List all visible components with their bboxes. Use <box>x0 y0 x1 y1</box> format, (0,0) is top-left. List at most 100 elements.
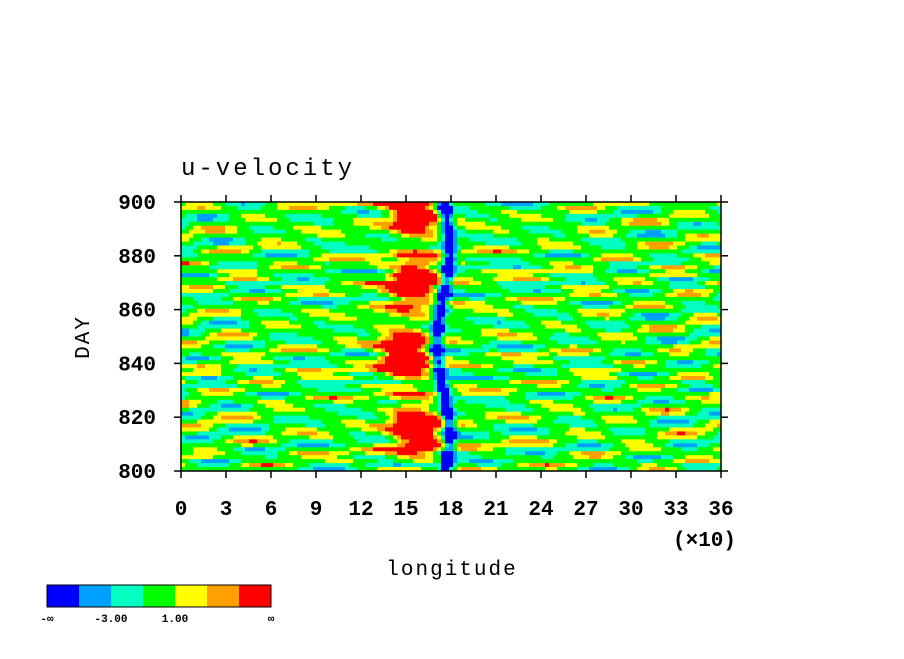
field-cell <box>633 292 638 298</box>
field-cell <box>669 233 674 239</box>
field-cell <box>257 209 262 215</box>
field-cell <box>285 344 290 349</box>
field-cell <box>229 281 234 286</box>
field-cell <box>365 328 370 333</box>
field-cell <box>273 292 278 298</box>
field-cell <box>481 316 486 322</box>
field-cell <box>237 340 242 345</box>
field-cell <box>285 308 290 314</box>
field-cell <box>225 308 230 314</box>
field-cell <box>397 308 402 314</box>
field-cell <box>389 316 394 322</box>
field-cell <box>637 316 642 322</box>
field-cell <box>373 344 378 349</box>
field-cell <box>329 340 334 345</box>
field-cell <box>513 213 518 219</box>
field-cell <box>545 332 550 337</box>
field-cell <box>701 277 706 282</box>
field-cell <box>609 257 614 262</box>
field-cell <box>205 205 210 211</box>
field-cell <box>209 316 214 322</box>
field-cell <box>541 233 546 239</box>
field-cell <box>481 332 486 337</box>
field-cell <box>629 249 634 254</box>
field-cell <box>333 245 338 250</box>
field-cell <box>377 292 382 298</box>
field-cell <box>713 328 718 333</box>
field-cell <box>597 249 602 254</box>
field-cell <box>649 202 654 207</box>
field-cell <box>573 233 578 239</box>
field-cell <box>365 265 370 270</box>
field-cell <box>377 273 382 278</box>
field-cell <box>473 229 478 235</box>
field-cell <box>557 209 562 215</box>
field-cell <box>537 221 542 227</box>
field-cell <box>501 332 506 337</box>
field-cell <box>481 320 486 326</box>
field-cell <box>389 324 394 329</box>
field-cell <box>553 205 558 211</box>
field-cell <box>301 320 306 326</box>
field-cell <box>701 316 706 322</box>
field-cell <box>377 320 382 326</box>
field-cell <box>497 344 502 349</box>
field-cell <box>361 257 366 262</box>
field-cell <box>489 265 494 270</box>
field-cell <box>341 261 346 266</box>
field-cell <box>329 213 334 219</box>
field-cell <box>373 340 378 345</box>
field-cell <box>649 249 654 254</box>
field-cell <box>325 328 330 333</box>
field-cell <box>301 316 306 322</box>
field-cell <box>289 261 294 266</box>
field-cell <box>317 296 322 302</box>
field-cell <box>581 320 586 326</box>
field-cell <box>661 332 666 337</box>
field-cell <box>361 221 366 227</box>
field-cell <box>693 261 698 266</box>
field-cell <box>233 340 238 345</box>
field-cell <box>517 265 522 270</box>
field-cell <box>229 221 234 227</box>
field-cell <box>485 225 490 231</box>
field-cell <box>621 312 626 318</box>
field-cell <box>673 202 678 207</box>
field-cell <box>609 205 614 211</box>
field-cell <box>641 237 646 242</box>
field-cell <box>229 245 234 250</box>
field-cell <box>249 257 254 262</box>
field-cell <box>281 261 286 266</box>
field-cell <box>317 273 322 278</box>
field-cell <box>593 221 598 227</box>
field-cell <box>585 340 590 345</box>
field-cell <box>193 233 198 239</box>
field-cell <box>549 209 554 215</box>
field-cell <box>233 217 238 223</box>
field-cell <box>257 217 262 223</box>
field-cell <box>461 296 466 302</box>
field-cell <box>277 277 282 282</box>
field-cell <box>217 292 222 298</box>
field-cell <box>665 233 670 239</box>
field-cell <box>549 217 554 223</box>
field-cell <box>657 217 662 223</box>
field-cell <box>193 205 198 211</box>
field-cell <box>349 221 354 227</box>
field-cell <box>305 261 310 266</box>
field-cell <box>229 312 234 318</box>
field-cell <box>409 237 414 242</box>
field-cell <box>317 229 322 235</box>
field-cell <box>301 300 306 306</box>
field-cell <box>573 277 578 282</box>
field-cell <box>461 324 466 329</box>
field-cell <box>713 205 718 211</box>
field-cell <box>389 320 394 326</box>
field-cell <box>489 277 494 282</box>
field-cell <box>433 324 438 329</box>
field-cell <box>689 225 694 231</box>
field-cell <box>557 328 562 333</box>
field-cell <box>269 265 274 270</box>
field-cell <box>201 332 206 337</box>
